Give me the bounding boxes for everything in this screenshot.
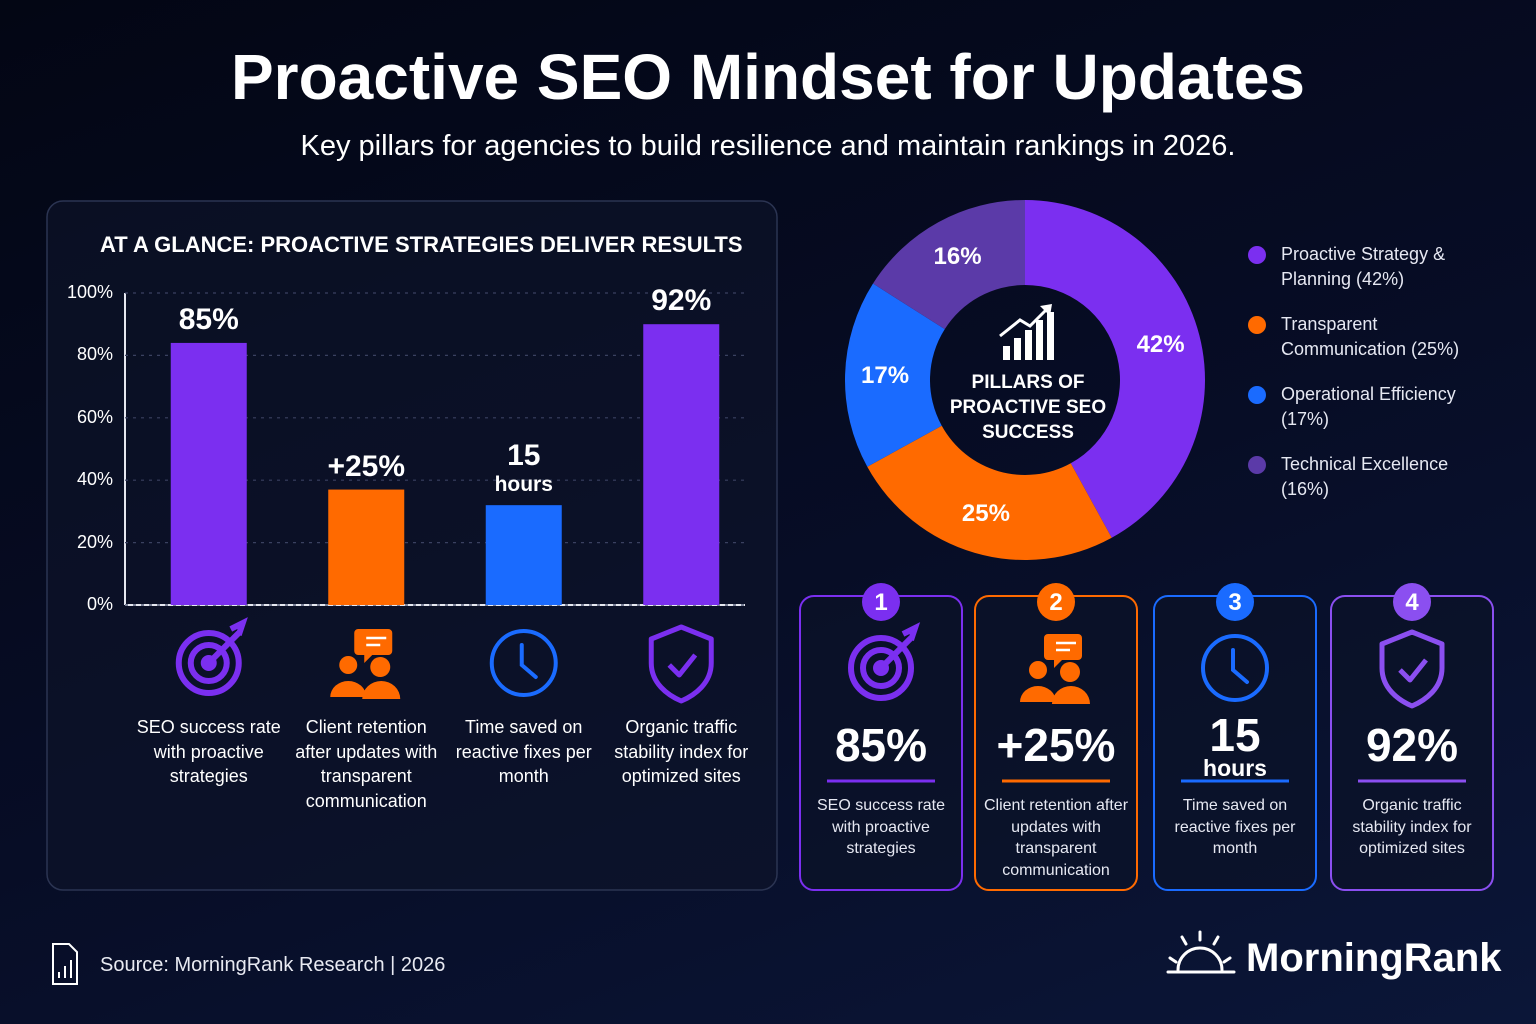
x-tick-label: Client retention after updates with tran… xyxy=(295,717,438,811)
target-icon xyxy=(848,622,921,701)
legend-label: Transparent Communication (25%) xyxy=(1281,314,1460,359)
y-tick-label: 0% xyxy=(86,594,113,614)
card-badge xyxy=(1037,583,1075,621)
slice-label: 42% xyxy=(1136,331,1185,359)
bar-label: +25% xyxy=(327,449,406,483)
face xyxy=(1201,634,1269,702)
card-value: 15 xyxy=(1209,709,1261,761)
check xyxy=(667,653,698,678)
bar-label: 85% xyxy=(178,302,239,336)
y-tick-label: 60% xyxy=(76,406,113,427)
card-description: Organic traffic stability index for opti… xyxy=(1352,797,1472,857)
body xyxy=(330,681,401,699)
card-description: SEO success rate with proactive strategi… xyxy=(816,797,946,857)
slice-label: 25% xyxy=(961,500,1010,528)
bar xyxy=(643,324,720,605)
shield xyxy=(1379,629,1445,709)
clock-icon xyxy=(489,629,558,697)
card-badge xyxy=(1216,583,1254,621)
donut-slice xyxy=(867,425,1112,561)
y-tick-label: 20% xyxy=(76,531,113,552)
legend-label: Proactive Strategy & Planning (42%) xyxy=(1281,244,1446,289)
card-value: +25% xyxy=(996,719,1116,771)
x-tick-label: Time saved on reactive fixes per month xyxy=(455,717,592,786)
people-icon xyxy=(330,629,401,699)
ring xyxy=(860,647,902,689)
shield xyxy=(648,624,714,704)
legend-label: Operational Efficiency (17%) xyxy=(1281,384,1456,429)
bar xyxy=(485,505,562,605)
growth-icon xyxy=(999,304,1054,360)
legend-swatch xyxy=(1248,316,1266,334)
legend-swatch xyxy=(1248,246,1266,264)
bar-label: 92% xyxy=(651,284,712,318)
card-unit: hours xyxy=(1203,755,1267,781)
people-icon xyxy=(1020,634,1090,704)
source: Source: MorningRank Research | 2026 xyxy=(100,954,446,976)
legend-swatch xyxy=(1248,386,1266,404)
head xyxy=(339,656,358,674)
bar-label: 15 xyxy=(507,439,541,473)
brand-logo xyxy=(1166,930,1236,974)
arrow xyxy=(206,617,248,666)
card-value: 92% xyxy=(1365,719,1459,771)
donut-slice xyxy=(873,200,1025,330)
brand: MorningRank xyxy=(1246,936,1502,980)
slice-label: 16% xyxy=(933,243,982,271)
ring xyxy=(848,635,914,701)
bar-chart-title: AT A GLANCE: PROACTIVE STRATEGIES DELIVE… xyxy=(100,232,743,257)
y-tick-label: 80% xyxy=(76,344,113,365)
donut-slice xyxy=(1025,200,1206,538)
ring xyxy=(175,630,242,696)
card-description: Client retention after updates with tran… xyxy=(983,797,1129,879)
page-subtitle: Key pillars for agencies to build resili… xyxy=(300,130,1236,162)
lines xyxy=(366,636,387,647)
shield-icon xyxy=(648,624,714,704)
x-tick-label: SEO success rate with proactive strategi… xyxy=(136,717,281,786)
x-tick-label: Organic traffic stability index for opti… xyxy=(614,717,749,786)
bar xyxy=(328,489,405,605)
lines xyxy=(1056,641,1076,652)
shield-icon xyxy=(1379,629,1445,709)
bar xyxy=(170,342,247,605)
card-description: Time saved on reactive fixes per month xyxy=(1174,797,1296,857)
body xyxy=(1020,686,1090,704)
legend-swatch xyxy=(1248,456,1266,474)
page-title: Proactive SEO Mindset for Updates xyxy=(230,41,1306,113)
face xyxy=(489,629,558,697)
check xyxy=(1398,658,1428,683)
hands xyxy=(519,643,538,679)
donut-slice xyxy=(845,283,945,467)
card-badge xyxy=(862,583,900,621)
target-icon xyxy=(175,617,248,696)
y-tick-label: 40% xyxy=(76,469,113,490)
card-number: 3 xyxy=(1228,589,1242,616)
hands xyxy=(1231,648,1249,684)
clock-icon xyxy=(1201,634,1269,702)
legend-label: Technical Excellence (16%) xyxy=(1281,454,1449,499)
source-icon xyxy=(52,943,78,985)
card-value: 85% xyxy=(834,719,928,771)
donut-center-label: PILLARS OF PROACTIVE SEO SUCCESS xyxy=(949,372,1107,443)
arrow xyxy=(878,622,921,671)
head xyxy=(1060,662,1080,682)
slice-label: 17% xyxy=(861,361,910,389)
card-number: 4 xyxy=(1405,589,1419,616)
card-number: 2 xyxy=(1049,589,1063,616)
ring xyxy=(187,642,230,684)
y-tick-label: 100% xyxy=(66,282,113,302)
bar-label-unit: hours xyxy=(494,473,553,497)
head xyxy=(370,657,391,677)
head xyxy=(1029,661,1047,679)
card-badge xyxy=(1393,583,1431,621)
card-number: 1 xyxy=(874,589,888,616)
